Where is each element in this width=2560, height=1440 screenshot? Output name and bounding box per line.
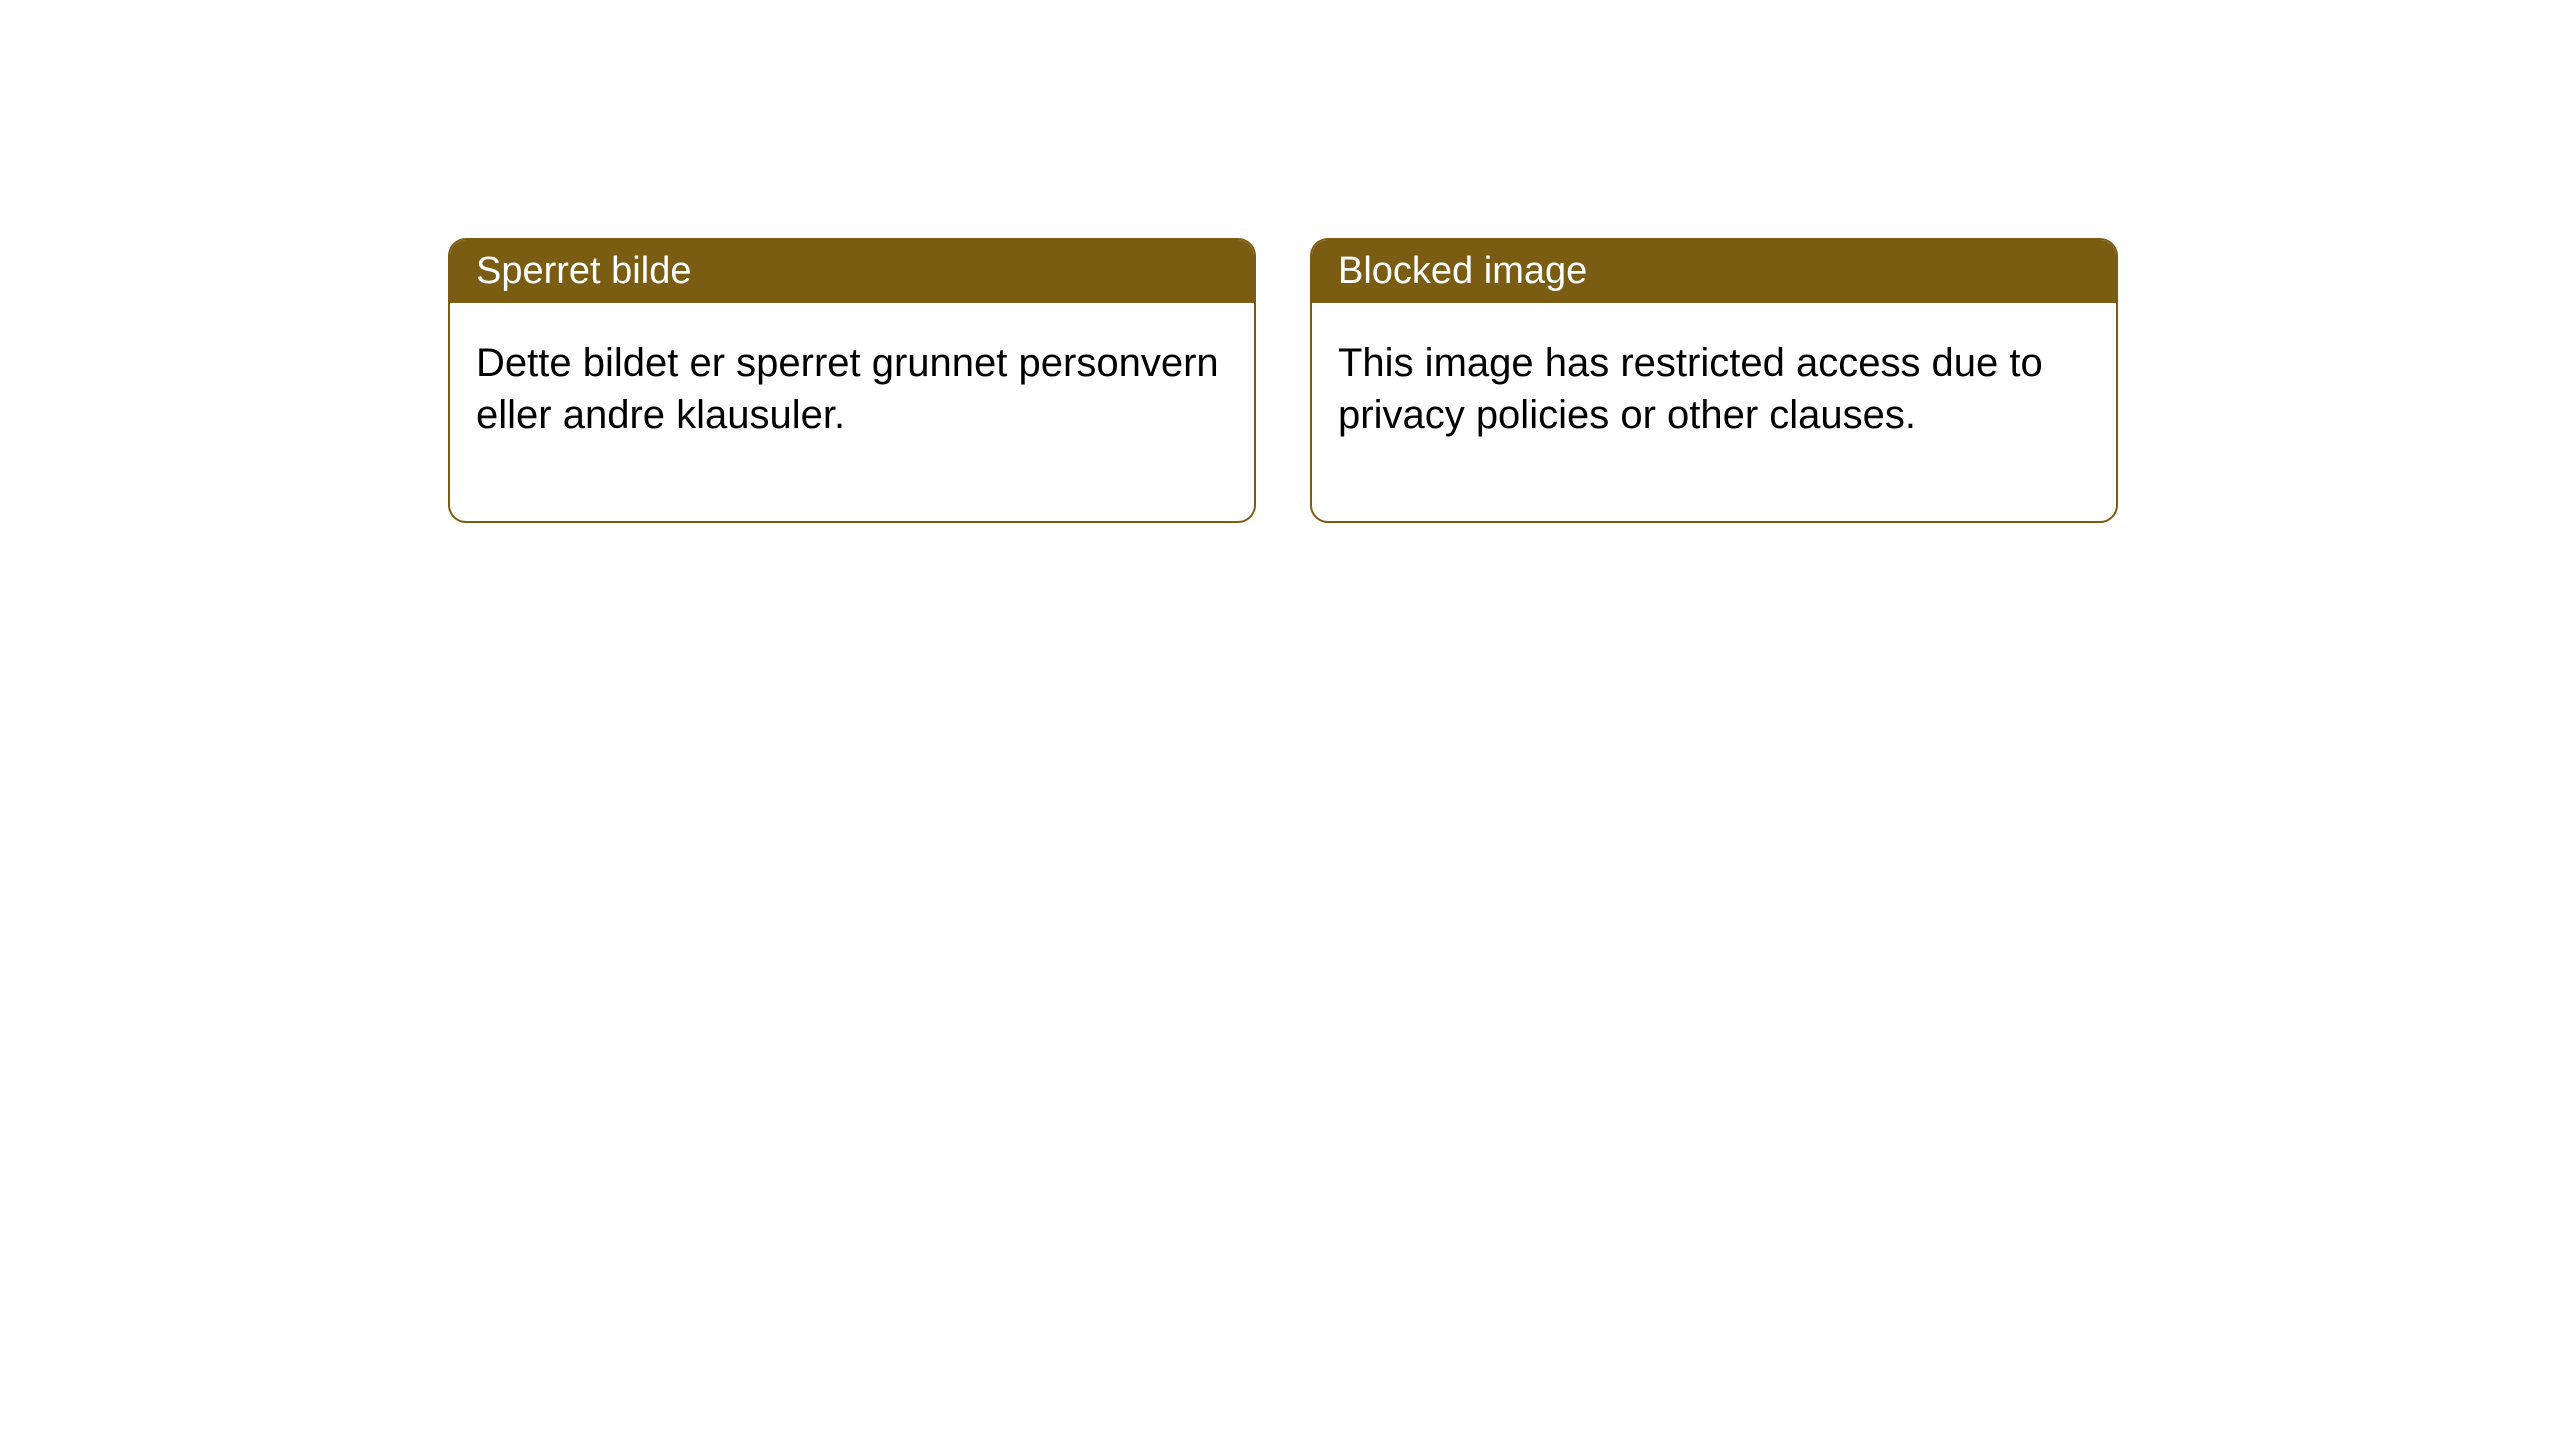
notice-body-text: Dette bildet er sperret grunnet personve… xyxy=(476,341,1219,437)
notice-header: Blocked image xyxy=(1312,240,2116,303)
notice-body: Dette bildet er sperret grunnet personve… xyxy=(450,303,1254,521)
notice-container: Sperret bilde Dette bildet er sperret gr… xyxy=(0,0,2560,523)
notice-card-english: Blocked image This image has restricted … xyxy=(1310,238,2118,523)
notice-title: Sperret bilde xyxy=(476,250,691,292)
notice-card-norwegian: Sperret bilde Dette bildet er sperret gr… xyxy=(448,238,1256,523)
notice-header: Sperret bilde xyxy=(450,240,1254,303)
notice-body: This image has restricted access due to … xyxy=(1312,303,2116,521)
notice-body-text: This image has restricted access due to … xyxy=(1338,341,2043,437)
notice-title: Blocked image xyxy=(1338,250,1587,292)
